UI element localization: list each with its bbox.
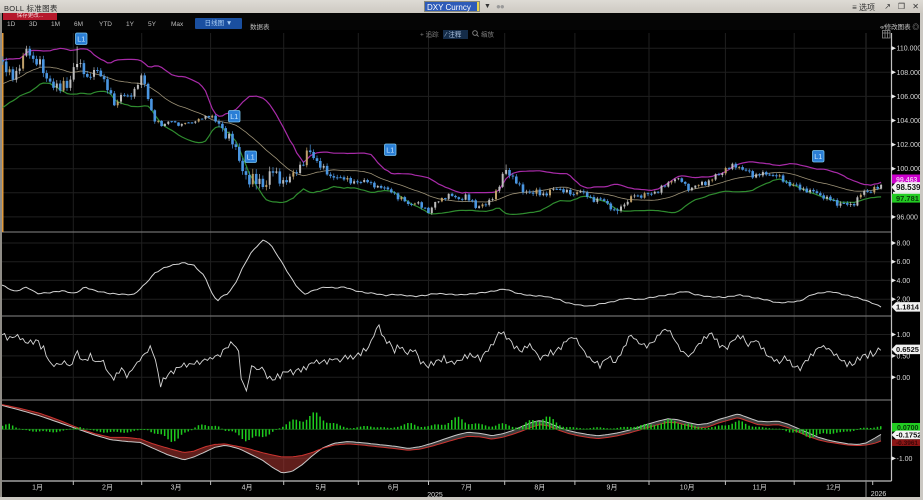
svg-text:106.000: 106.000 [897,94,922,101]
svg-text:-0.1752: -0.1752 [896,431,921,440]
svg-text:0.6525: 0.6525 [896,345,919,354]
svg-text:1月: 1月 [32,484,43,492]
svg-text:3月: 3月 [171,484,182,492]
svg-text:-0.3961: -0.3961 [896,440,918,447]
svg-text:L1: L1 [77,37,85,44]
svg-text:L1: L1 [247,155,255,162]
svg-text:1.00: 1.00 [897,332,911,339]
svg-text:9月: 9月 [607,484,618,492]
svg-text:8.00: 8.00 [897,241,911,248]
svg-text:6月: 6月 [388,484,399,492]
svg-text:L1: L1 [230,114,238,121]
svg-text:11月: 11月 [753,484,767,492]
svg-text:0.0700: 0.0700 [897,425,919,432]
svg-text:0.00: 0.00 [897,375,911,382]
svg-text:0.50: 0.50 [897,353,911,360]
svg-text:2.00: 2.00 [897,297,911,304]
svg-text:L1: L1 [386,148,394,155]
svg-text:104.000: 104.000 [897,118,922,125]
svg-text:97.781: 97.781 [896,194,919,203]
svg-text:L1: L1 [814,154,822,161]
svg-text:2025: 2025 [427,492,443,499]
svg-text:12月: 12月 [826,484,841,492]
svg-text:110.000: 110.000 [897,46,922,53]
svg-text:5月: 5月 [316,484,327,492]
svg-text:102.000: 102.000 [897,142,922,149]
svg-text:10月: 10月 [680,484,695,492]
svg-text:7月: 7月 [461,484,472,492]
svg-text:8月: 8月 [534,484,545,492]
svg-text:2月: 2月 [102,484,113,492]
svg-text:99.463: 99.463 [896,177,918,184]
svg-text:100.000: 100.000 [897,166,922,173]
svg-text:4月: 4月 [242,484,253,492]
svg-text:∕ 注释: ∕ 注释 [444,30,462,39]
svg-text:6.00: 6.00 [897,259,911,266]
svg-text:-1.00: -1.00 [897,456,913,463]
svg-text:98.539: 98.539 [896,183,921,192]
svg-text:+ 追踪: + 追踪 [420,30,439,39]
svg-text:缩放: 缩放 [481,30,495,39]
svg-text:4.00: 4.00 [897,278,911,285]
svg-text:108.000: 108.000 [897,70,922,77]
svg-text:2026: 2026 [871,491,887,498]
svg-text:1.1814: 1.1814 [896,303,920,312]
svg-text:96.000: 96.000 [897,214,919,221]
